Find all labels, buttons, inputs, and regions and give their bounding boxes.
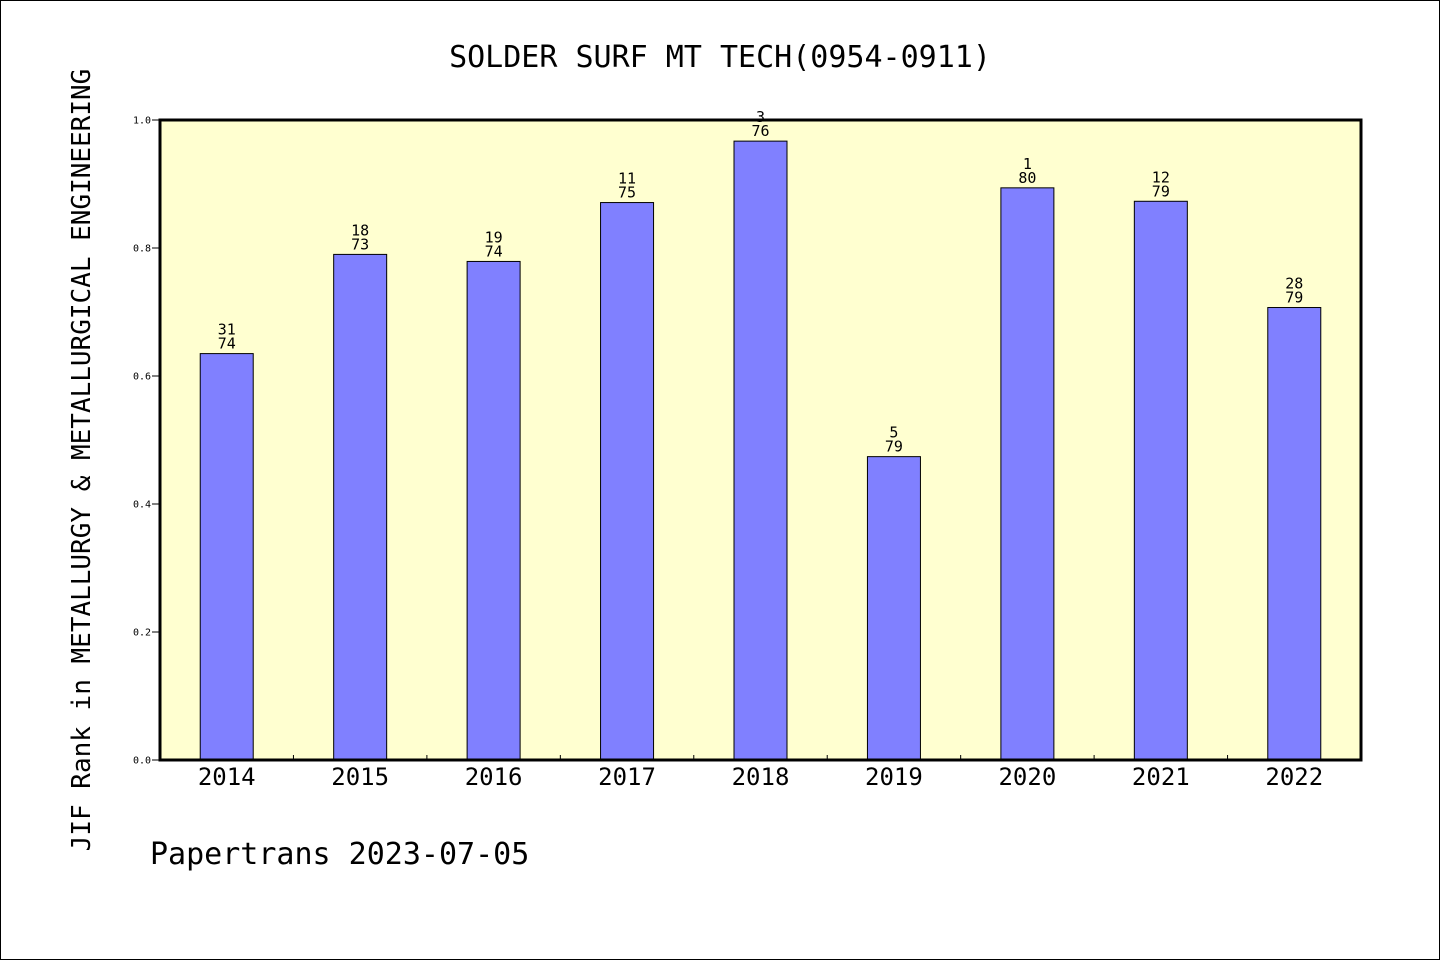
footer-credit: Papertrans 2023-07-05: [150, 837, 529, 872]
rank-label: 11: [618, 170, 636, 188]
total-label: 73: [351, 235, 369, 253]
x-tick-label: 2021: [1132, 763, 1190, 791]
x-axis: 2014 2015 2016 2017 2018 2019 2020 2021 2022: [198, 755, 1323, 791]
total-label: 76: [751, 122, 769, 140]
x-tick-label: 2014: [198, 763, 256, 791]
total-label: 74: [218, 335, 236, 353]
rank-label: 28: [1285, 275, 1303, 293]
y-tick-label: 1.0: [133, 116, 151, 127]
x-tick-label: 2017: [598, 763, 656, 791]
y-axis: 0.0 0.2 0.4 0.6 0.8 1.0: [133, 116, 160, 767]
bar: [600, 202, 655, 761]
bar: [866, 456, 921, 761]
y-tick-label: 0.0: [133, 756, 151, 767]
x-tick-label: 2016: [465, 763, 523, 791]
rank-label: 19: [485, 228, 503, 246]
bar: [1000, 187, 1055, 761]
bars: [199, 140, 1322, 761]
x-tick-label: 2019: [865, 763, 923, 791]
plot-border: [158, 118, 1363, 762]
y-tick-label: 0.8: [133, 244, 151, 255]
bar: [733, 140, 788, 761]
bar: [1267, 307, 1322, 761]
bar: [466, 260, 521, 761]
rank-label: 18: [351, 221, 369, 239]
x-tick-label: 2015: [331, 763, 389, 791]
rank-label: 3: [756, 108, 765, 126]
rank-label: 31: [218, 321, 236, 339]
rank-label: 12: [1152, 168, 1170, 186]
x-tick-label: 2022: [1265, 763, 1323, 791]
y-tick-label: 0.2: [133, 628, 151, 639]
total-label: 79: [1152, 182, 1170, 200]
y-tick-label: 0.4: [133, 500, 151, 511]
x-tick-label: 2018: [732, 763, 790, 791]
total-label: 75: [618, 184, 636, 202]
y-tick-label: 0.6: [133, 372, 151, 383]
bar: [199, 353, 254, 761]
total-label: 80: [1018, 169, 1036, 187]
bar: [1133, 200, 1188, 761]
total-label: 74: [485, 242, 503, 260]
rank-label: 5: [889, 424, 898, 442]
x-tick-label: 2020: [998, 763, 1056, 791]
chart-title: SOLDER SURF MT TECH(0954-0911): [449, 40, 991, 75]
y-axis-label: JIF Rank in METALLURGY & METALLURGICAL E…: [67, 69, 97, 852]
bar: [333, 253, 388, 761]
rank-label: 1: [1023, 155, 1032, 173]
total-label: 79: [1285, 289, 1303, 307]
total-label: 79: [885, 438, 903, 456]
